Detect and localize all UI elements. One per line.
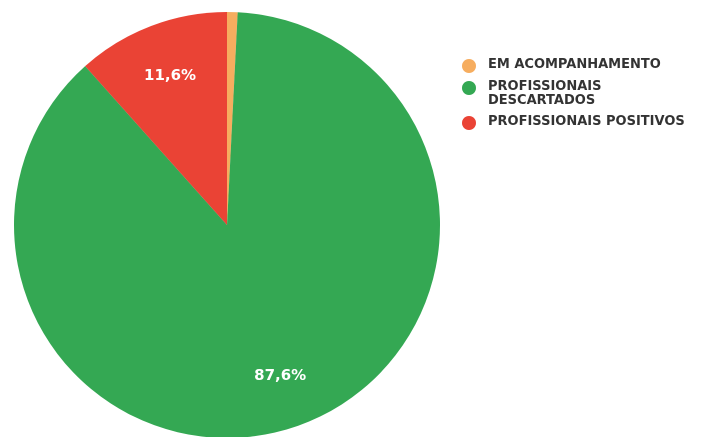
legend-item[interactable]: EM ACOMPANHAMENTO	[462, 58, 687, 73]
legend-swatch	[462, 59, 476, 73]
data-label: 11,6%	[144, 66, 196, 84]
legend: EM ACOMPANHAMENTO PROFISSIONAIS DESCARTAD…	[462, 58, 687, 137]
legend-label: PROFISSIONAIS POSITIVOS	[488, 114, 685, 129]
legend-swatch	[462, 81, 476, 95]
pie-slice	[14, 12, 440, 437]
legend-label: PROFISSIONAIS DESCARTADOS	[488, 79, 602, 108]
legend-swatch	[462, 116, 476, 130]
legend-item[interactable]: PROFISSIONAIS POSITIVOS	[462, 115, 687, 130]
legend-label: EM ACOMPANHAMENTO	[488, 57, 661, 72]
pie-slice	[227, 12, 238, 225]
legend-item[interactable]: PROFISSIONAIS DESCARTADOS	[462, 80, 687, 108]
pie-slice	[85, 12, 228, 225]
data-label: 87,6%	[254, 366, 306, 384]
